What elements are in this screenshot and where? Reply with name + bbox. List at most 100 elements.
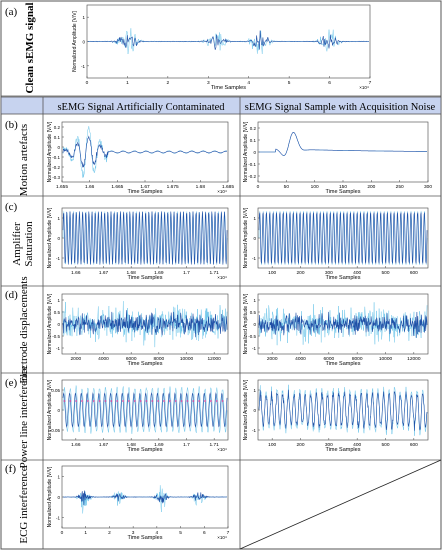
x-tick-label: 4000: [295, 356, 306, 362]
y-tick-label: 0: [82, 40, 85, 45]
interference-marker: [86, 400, 89, 402]
row-title-b: Motion artefacts: [18, 124, 30, 196]
x-tick-label: 0: [61, 530, 64, 536]
y-tick-label: 0: [253, 150, 256, 155]
interference-marker: [98, 400, 101, 402]
y-tick-label: -1: [252, 346, 256, 351]
interference-marker: [139, 400, 142, 402]
y-tick-label: 1: [57, 474, 60, 479]
row-title-c-group: AmplifierSaturation: [11, 221, 35, 267]
x-tick-label: 400: [353, 270, 361, 276]
empty-cell-diagonal: [239, 459, 442, 550]
x-tick-label: 0: [86, 80, 89, 86]
interference-marker: [63, 400, 66, 402]
x-tick-label: 1.66: [71, 442, 81, 448]
y-tick-label: -1: [56, 256, 60, 261]
x-multiplier: ×10⁴: [217, 535, 227, 540]
y-tick-label: 0: [253, 408, 256, 413]
interference-marker: [133, 400, 136, 402]
x-tick-label: 1.67: [140, 184, 150, 190]
y-tick-label: 0: [253, 322, 256, 327]
y-tick-label: 0: [57, 145, 60, 150]
x-tick-label: 1.66: [71, 270, 81, 276]
y-tick-label: 0.5: [250, 310, 257, 315]
y-tick-label: 1: [253, 216, 256, 221]
interference-marker: [151, 400, 154, 402]
y-tick-label: 1: [57, 298, 60, 303]
x-multiplier: ×10⁴: [359, 85, 369, 90]
x-axis-label: Time Samples: [326, 275, 361, 281]
signal-trace-dark: [259, 131, 427, 156]
x-tick-label: 3: [132, 530, 135, 536]
x-tick-label: 1.7: [183, 270, 190, 276]
x-tick-label: 7: [369, 80, 372, 86]
x-tick-label: 1.7: [183, 442, 190, 448]
signal-trace-dark: [62, 490, 228, 506]
x-tick-label: 100: [268, 270, 276, 276]
chart-b_right: -0.2 -0.1 0 0.1 0.2 0 50 100 150 200 250 300 Time Sa…: [243, 121, 432, 195]
x-tick-label: 4000: [98, 356, 109, 362]
y-axis-label: Normalized Amplitude [V/V]: [72, 10, 78, 71]
interference-marker: [198, 400, 201, 402]
interference-marker: [116, 400, 119, 402]
panel-letter-b: (b): [5, 119, 18, 131]
x-tick-label: 600: [410, 270, 418, 276]
interference-marker: [127, 400, 130, 402]
chart-f_left: -1 0 1 0 1 2 3 4 5 6 7 Time Samples Normalized Ampli…: [47, 465, 230, 541]
x-tick-label: 200: [367, 184, 375, 190]
x-multiplier: ×10⁴: [217, 447, 227, 452]
x-tick-label: 4: [247, 80, 250, 86]
x-tick-label: 100: [311, 184, 319, 190]
y-tick-label: -1: [81, 64, 85, 69]
x-axis-label: Time Samples: [326, 361, 361, 367]
x-tick-label: 300: [325, 270, 333, 276]
x-tick-label: 6: [328, 80, 331, 86]
y-tick-label: -0.5: [52, 334, 60, 339]
x-tick-label: 300: [325, 442, 333, 448]
y-axis-label: Normalized Amplitude [V/V]: [47, 466, 53, 527]
y-tick-label: 0: [57, 322, 60, 327]
signal-trace-dark: [87, 30, 370, 50]
interference-marker: [81, 400, 83, 402]
x-tick-label: 12000: [407, 356, 421, 362]
interference-marker: [157, 400, 160, 402]
x-multiplier: ×10⁴: [217, 189, 227, 194]
x-tick-label: 500: [381, 442, 389, 448]
x-tick-label: 8000: [153, 356, 164, 362]
x-tick-label: 1.71: [209, 442, 219, 448]
x-axis-label: Time Samples: [326, 447, 361, 453]
y-tick-label: 1: [253, 388, 256, 393]
y-axis-label: Normalized Amplitude [V/V]: [47, 121, 53, 182]
x-tick-label: 1.655: [56, 184, 68, 190]
x-tick-label: 1.67: [99, 270, 109, 276]
x-tick-label: 150: [339, 184, 347, 190]
x-tick-label: 500: [381, 270, 389, 276]
signal-trace-dark: [258, 389, 428, 431]
y-tick-label: -0.5: [248, 334, 256, 339]
row-title-c: AmplifierSaturation: [11, 221, 35, 267]
panel-letter-a: (a): [5, 6, 18, 18]
y-tick-label: -1: [252, 256, 256, 261]
y-axis-label: Normalized Amplitude [V/V]: [47, 379, 53, 440]
x-tick-label: 3: [207, 80, 210, 86]
y-tick-label: 1: [253, 298, 256, 303]
interference-marker: [122, 400, 124, 402]
y-tick-label: -1: [56, 346, 60, 351]
x-tick-label: 1: [126, 80, 129, 86]
y-tick-label: 0.05: [51, 388, 60, 393]
x-tick-label: 1.68: [126, 270, 136, 276]
chart-c_right: -1 0 1 100 200 300 400 500 600 Time Samples Normal…: [243, 207, 429, 281]
column-header-band: [0, 96, 442, 115]
y-tick-label: 0.1: [54, 135, 61, 140]
interference-marker: [69, 400, 72, 402]
x-tick-label: 0: [257, 184, 260, 190]
panel-letter-f: (f): [5, 463, 16, 475]
x-axis-label: Time Samples: [128, 447, 163, 453]
y-tick-label: 0.2: [250, 126, 257, 131]
x-tick-label: 5: [288, 80, 291, 86]
interference-marker: [186, 400, 189, 402]
x-tick-label: 7: [227, 530, 230, 536]
y-tick-label: -1: [252, 428, 256, 433]
plot-frame: [61, 121, 229, 183]
